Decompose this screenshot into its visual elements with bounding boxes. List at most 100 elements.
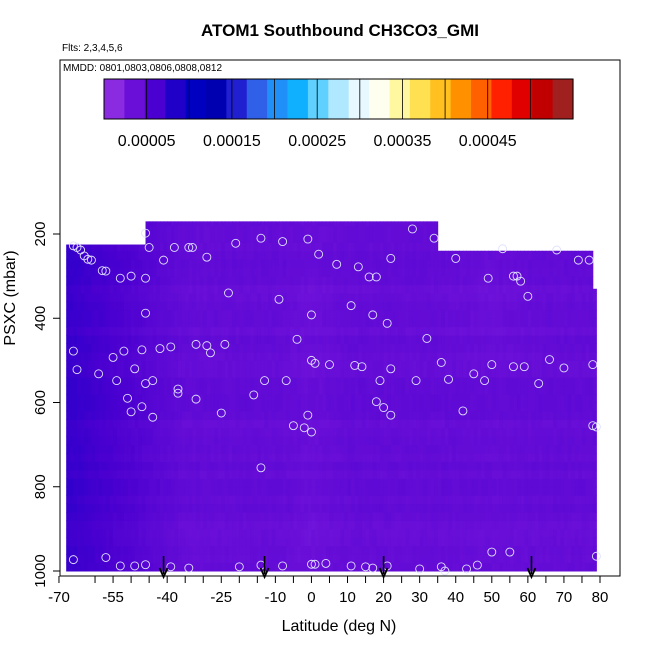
heatmap-cell bbox=[286, 351, 291, 361]
heatmap-cell bbox=[347, 554, 352, 564]
heatmap-cell bbox=[412, 242, 417, 252]
heatmap-cell bbox=[239, 234, 244, 243]
heatmap-cell bbox=[105, 351, 110, 361]
heatmap-cell bbox=[156, 301, 161, 311]
heatmap-cell bbox=[131, 267, 136, 277]
heatmap-cell bbox=[300, 221, 305, 227]
heatmap-cell bbox=[358, 402, 363, 412]
heatmap-cell bbox=[95, 512, 100, 521]
heatmap-cell bbox=[462, 335, 468, 345]
heatmap-cell bbox=[278, 528, 284, 538]
heatmap-cell bbox=[257, 242, 262, 252]
heatmap-cell bbox=[300, 436, 305, 446]
heatmap-cell bbox=[206, 234, 211, 243]
heatmap-cell bbox=[282, 562, 287, 572]
heatmap-cell bbox=[87, 554, 92, 564]
heatmap-cell bbox=[152, 377, 157, 387]
heatmap-cell bbox=[271, 554, 276, 564]
heatmap-cell bbox=[289, 545, 294, 555]
heatmap-cell bbox=[444, 503, 450, 513]
heatmap-cell bbox=[156, 267, 161, 277]
heatmap-cell bbox=[473, 545, 478, 555]
heatmap-cell bbox=[336, 495, 341, 505]
heatmap-cell bbox=[398, 292, 403, 302]
heatmap-cell bbox=[351, 309, 356, 319]
heatmap-cell bbox=[318, 537, 323, 547]
heatmap-cell bbox=[264, 444, 269, 454]
heatmap-cell bbox=[134, 377, 139, 387]
heatmap-cell bbox=[271, 351, 276, 361]
heatmap-cell bbox=[444, 385, 450, 395]
heatmap-cell bbox=[141, 461, 147, 471]
heatmap-cell bbox=[430, 537, 435, 547]
heatmap-cell bbox=[217, 410, 222, 420]
heatmap-cell bbox=[250, 503, 255, 513]
heatmap-cell bbox=[401, 221, 406, 227]
heatmap-cell bbox=[437, 520, 442, 530]
heatmap-cell bbox=[358, 368, 363, 378]
heatmap-cell bbox=[315, 242, 320, 252]
heatmap-cell bbox=[77, 326, 82, 336]
heatmap-cell bbox=[394, 351, 399, 361]
heatmap-cell bbox=[253, 326, 258, 336]
heatmap-cell bbox=[80, 444, 85, 454]
heatmap-cell bbox=[387, 259, 392, 269]
heatmap-cell bbox=[300, 562, 305, 572]
heatmap-cell bbox=[138, 478, 143, 488]
heatmap-cell bbox=[177, 377, 183, 387]
heatmap-cell bbox=[325, 368, 330, 378]
heatmap-cell bbox=[174, 267, 179, 277]
heatmap-cell bbox=[80, 461, 85, 471]
heatmap-cell bbox=[419, 368, 424, 378]
heatmap-cell bbox=[214, 326, 219, 336]
heatmap-cell bbox=[113, 545, 118, 555]
heatmap-cell bbox=[452, 537, 457, 547]
heatmap-cell bbox=[98, 267, 103, 277]
heatmap-cell bbox=[145, 562, 150, 572]
heatmap-cell bbox=[387, 554, 392, 564]
heatmap-cell bbox=[480, 368, 486, 378]
heatmap-cell bbox=[152, 318, 157, 328]
heatmap-cell bbox=[491, 562, 496, 572]
heatmap-cell bbox=[199, 385, 204, 395]
heatmap-cell bbox=[116, 284, 121, 294]
heatmap-cell bbox=[116, 410, 121, 420]
heatmap-cell bbox=[95, 377, 100, 387]
heatmap-cell bbox=[123, 276, 128, 286]
heatmap-cell bbox=[257, 225, 262, 235]
heatmap-cell bbox=[379, 545, 385, 555]
heatmap-cell bbox=[477, 250, 482, 260]
heatmap-cell bbox=[181, 486, 186, 496]
heatmap-cell bbox=[379, 554, 385, 564]
heatmap-cell bbox=[145, 512, 150, 521]
heatmap-cell bbox=[250, 402, 255, 412]
heatmap-cell bbox=[405, 453, 410, 462]
heatmap-cell bbox=[488, 545, 493, 555]
heatmap-cell bbox=[120, 301, 125, 311]
heatmap-cell bbox=[419, 402, 424, 412]
heatmap-cell bbox=[383, 326, 388, 336]
heatmap-cell bbox=[448, 309, 453, 319]
heatmap-cell bbox=[444, 250, 450, 260]
heatmap-cell bbox=[145, 520, 150, 530]
heatmap-cell bbox=[257, 394, 262, 403]
heatmap-cell bbox=[394, 242, 399, 252]
heatmap-cell bbox=[73, 419, 78, 429]
heatmap-cell bbox=[134, 343, 139, 353]
heatmap-cell bbox=[282, 528, 287, 538]
heatmap-cell bbox=[116, 351, 121, 361]
heatmap-cell bbox=[141, 453, 147, 462]
heatmap-cell bbox=[289, 512, 294, 521]
heatmap-cell bbox=[444, 394, 450, 403]
heatmap-cell bbox=[437, 377, 442, 387]
heatmap-cell bbox=[455, 495, 460, 505]
heatmap-cell bbox=[318, 503, 323, 513]
heatmap-cell bbox=[369, 427, 374, 437]
heatmap-cell bbox=[188, 343, 193, 353]
heatmap-cell bbox=[297, 284, 302, 294]
heatmap-cell bbox=[477, 394, 482, 403]
heatmap-cell bbox=[343, 225, 349, 235]
heatmap-cell bbox=[376, 419, 381, 429]
heatmap-cell bbox=[470, 528, 475, 538]
heatmap-cell bbox=[369, 225, 374, 235]
